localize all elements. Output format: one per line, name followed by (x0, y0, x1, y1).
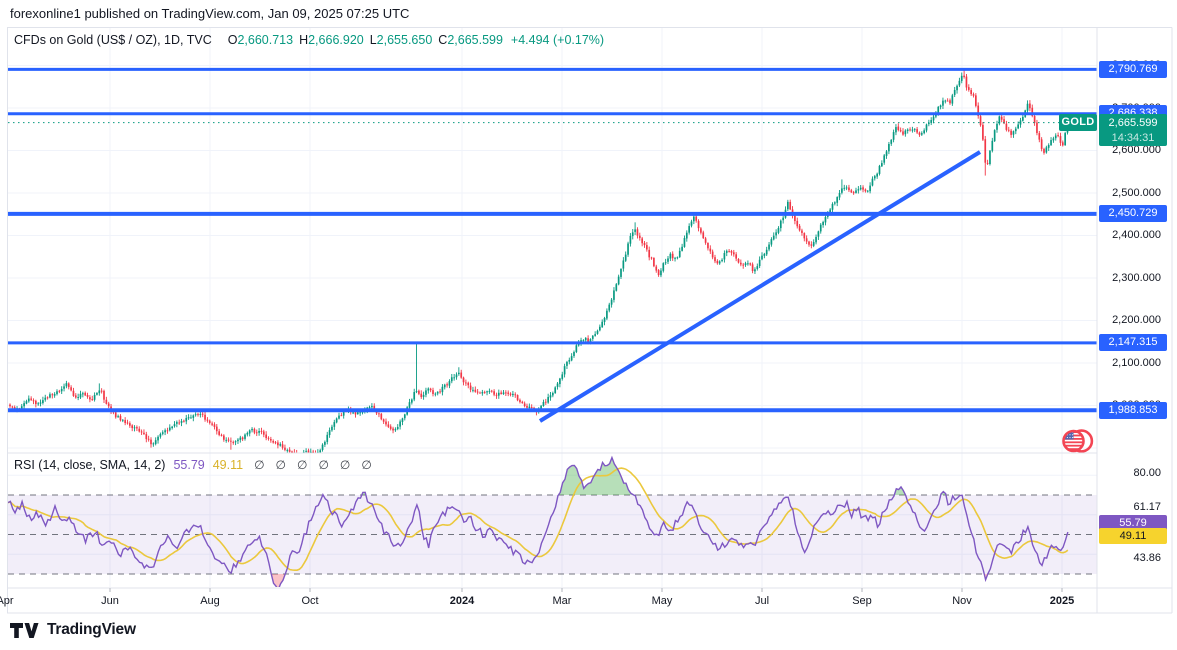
time-axis-label[interactable]: Mar (552, 595, 572, 607)
last-price-value: 2,665.599 (1108, 117, 1158, 130)
footer: TradingView (10, 621, 136, 639)
rsi-empty-values: ∅ ∅ ∅ ∅ ∅ ∅ (243, 458, 372, 472)
rsi-empty-value: ∅ (254, 458, 265, 472)
time-axis-label[interactable]: Nov (952, 595, 972, 607)
price-axis-label: 2,600.000 (1112, 144, 1161, 156)
price-axis-label: 2,100.000 (1112, 356, 1161, 369)
high-value: 2,666.920 (308, 33, 364, 47)
rsi-legend[interactable]: RSI (14, close, SMA, 14, 2) 55.79 49.11 ∅ ∅ ∅… (14, 458, 372, 472)
us-flag-icon (1062, 429, 1094, 453)
time-axis-label[interactable]: 2024 (449, 595, 475, 607)
rsi-value: 55.79 (173, 458, 205, 472)
price-line-badge: 2,147.315 (1099, 334, 1167, 352)
time-axis-label[interactable]: May (651, 595, 673, 607)
low-label: L (369, 33, 377, 47)
rsi-value-badge: 55.79 (1099, 515, 1167, 532)
rsi-value-badge: 49.11 (1099, 528, 1167, 545)
attribution-text: forexonline1 published on TradingView.co… (10, 6, 410, 21)
open-label: O (227, 33, 238, 47)
low-value: 2,655.650 (376, 33, 433, 47)
rsi-axis-label: 61.17 (1133, 500, 1161, 513)
price-axis-label: 2,500.000 (1112, 186, 1161, 199)
rsi-title[interactable]: RSI (14, close, SMA, 14, 2) (14, 458, 166, 472)
rsi-axis-label: 80.00 (1133, 467, 1161, 479)
time-axis-label[interactable]: Jul (754, 595, 770, 607)
rsi-ma-value: 49.11 (212, 458, 244, 472)
time-axis-label[interactable]: 2025 (1049, 595, 1075, 607)
tradingview-logo-icon (10, 622, 39, 638)
time-axis-label[interactable]: Aug (200, 595, 220, 607)
time-axis-label[interactable]: Sep (852, 595, 872, 607)
symbol-legend[interactable]: CFDs on Gold (US$ / OZ), 1D, TVC O2,660.7… (14, 33, 604, 47)
price-line-badge: 2,450.729 (1099, 205, 1167, 223)
rsi-empty-value: ∅ (339, 458, 351, 472)
tradingview-brand-text: TradingView (47, 621, 136, 638)
price-line-badge: 2,790.769 (1099, 60, 1167, 78)
symbol-title[interactable]: CFDs on Gold (US$ / OZ), 1D, TVC (14, 33, 212, 47)
rsi-empty-value: ∅ (318, 458, 329, 472)
price-axis-label: 2,400.000 (1112, 229, 1161, 241)
time-axis-label[interactable]: Jun (101, 595, 119, 607)
price-line-badge: 1,988.853 (1099, 401, 1167, 419)
change-value: +4.494 (+0.17%) (510, 33, 605, 47)
bar-countdown: 14:34:31 (1111, 132, 1155, 145)
price-axis-label: 2,200.000 (1112, 314, 1161, 326)
time-axis-label[interactable]: Oct (301, 595, 319, 607)
last-price-badge: 2,665.599 14:34:31 (1099, 114, 1167, 147)
time-axis-label[interactable]: Apr (0, 595, 14, 607)
rsi-empty-value: ∅ (361, 458, 372, 472)
open-value: 2,660.713 (237, 33, 294, 47)
rsi-axis-label: 43.86 (1133, 551, 1161, 564)
rsi-empty-value: ∅ (297, 458, 308, 472)
close-label: C (438, 33, 448, 47)
close-value: 2,665.599 (447, 33, 503, 47)
price-axis-label: 2,300.000 (1112, 271, 1161, 284)
symbol-price-flag: GOLD (1059, 114, 1097, 132)
rsi-empty-value: ∅ (275, 458, 286, 472)
high-label: H (299, 33, 309, 47)
